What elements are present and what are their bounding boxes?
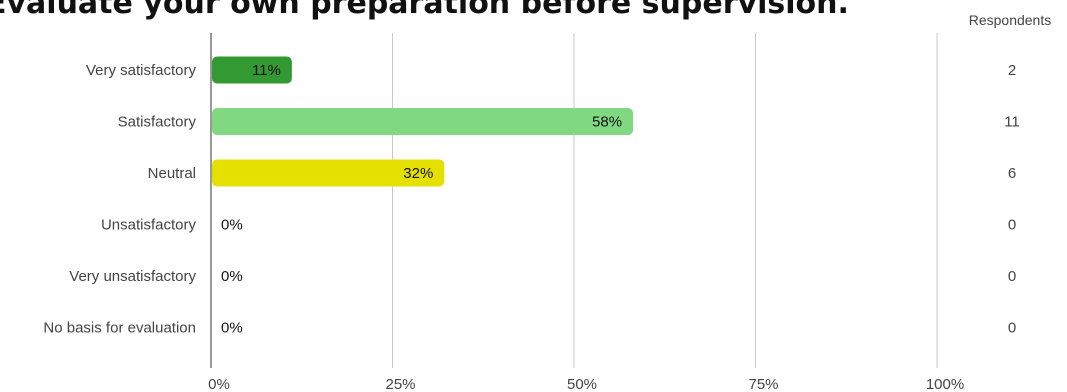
bar-value-label: 58% [592, 114, 622, 131]
respondents-count: 11 [1004, 114, 1020, 131]
respondents-count: 0 [1008, 217, 1016, 234]
bar-value-label: 0% [221, 217, 243, 234]
respondents-count: 0 [1008, 320, 1016, 337]
bar-value-label: 0% [221, 320, 243, 337]
category-label: Unsatisfactory [101, 217, 197, 234]
x-tick-label: 25% [385, 376, 415, 392]
respondents-header: Respondents [969, 12, 1052, 28]
respondents-count: 6 [1008, 165, 1016, 182]
bar [212, 56, 292, 84]
category-label: Very unsatisfactory [69, 268, 196, 285]
bar-value-label: 11% [252, 62, 281, 79]
category-label: No basis for evaluation [43, 320, 196, 337]
bar [212, 159, 445, 187]
x-tick-label: 50% [567, 376, 597, 392]
respondents-count: 2 [1008, 62, 1016, 79]
respondents-count: 0 [1008, 268, 1016, 285]
x-tick-label: 75% [748, 376, 778, 392]
bar [212, 108, 634, 135]
x-tick-label: 0% [208, 376, 230, 392]
chart-title: Evaluate your own preparation before sup… [0, 0, 849, 21]
bar-value-label: 32% [403, 165, 433, 182]
x-tick-label: 100% [926, 376, 964, 392]
category-label: Neutral [148, 165, 196, 182]
category-label: Very satisfactory [86, 62, 197, 79]
category-label: Satisfactory [118, 114, 197, 131]
bar-value-label: 0% [221, 268, 243, 285]
